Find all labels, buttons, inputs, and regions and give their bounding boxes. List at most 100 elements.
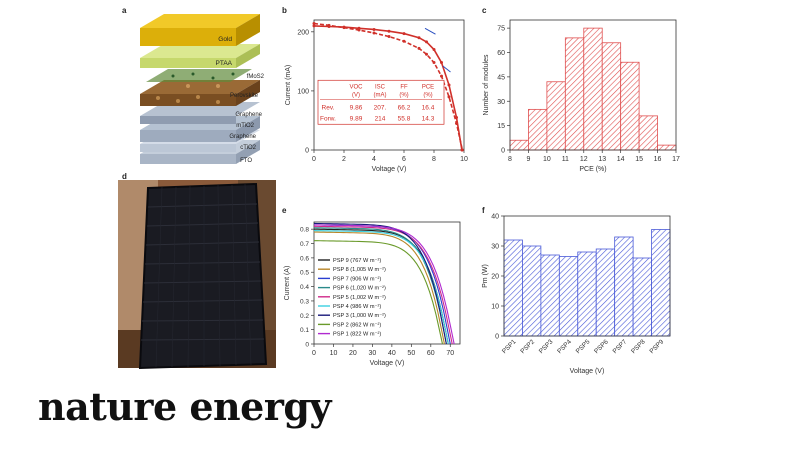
x-tick-label: 0	[312, 156, 316, 163]
power-bar	[651, 229, 671, 337]
x-tick-label: 6	[402, 156, 406, 163]
table-cell: 9.86	[350, 104, 363, 111]
layer-label-fto: FTO	[240, 158, 252, 164]
y-axis-label: Pm (W)	[482, 264, 489, 288]
data-point	[425, 40, 428, 44]
x-tick-label: PSP9	[648, 338, 665, 355]
table-cell: 214	[375, 115, 386, 122]
x-tick-label: 40	[388, 350, 396, 357]
panel-label: c	[482, 6, 487, 15]
data-point	[417, 36, 421, 40]
x-tick-label: 4	[372, 156, 376, 163]
x-tick-label: PSP6	[593, 338, 610, 355]
data-point	[432, 48, 436, 52]
y-tick-label: 0.7	[300, 241, 309, 248]
y-tick-label: 0	[501, 148, 505, 155]
series-line	[313, 227, 447, 345]
data-point	[342, 26, 346, 30]
plot-frame	[313, 221, 461, 345]
panel-a: a	[118, 6, 278, 172]
power-bar	[577, 251, 597, 337]
y-tick-label: 0.1	[300, 327, 309, 334]
power-bar	[522, 245, 542, 337]
data-point	[432, 61, 436, 65]
table-unit: (%)	[399, 92, 408, 98]
histogram-bar	[546, 81, 566, 151]
panel-label: b	[282, 6, 287, 15]
x-tick-label: PSP7	[612, 338, 629, 355]
histogram-bar	[620, 61, 640, 151]
legend-label: PSP 3 (1,000 W m⁻²)	[333, 313, 386, 319]
y-tick-label: 30	[497, 99, 505, 106]
x-tick-label: 0	[312, 350, 316, 357]
x-tick-label: PSP8	[630, 338, 647, 355]
y-tick-label: 0.4	[300, 284, 309, 291]
data-point	[387, 29, 391, 33]
layer-label-gold: Gold	[218, 36, 232, 43]
table-cell: 14.3	[422, 115, 435, 122]
series-line	[313, 225, 453, 345]
plot-frame	[313, 19, 465, 151]
y-tick-label: 10	[491, 304, 499, 311]
panel-label: a	[122, 6, 127, 15]
legend-label: PSP 4 (986 W m⁻²)	[333, 304, 381, 310]
plot-frame	[509, 19, 677, 151]
layer-label-ctio2: cTiO2	[240, 145, 256, 151]
data-point	[447, 95, 451, 99]
x-tick-label: 20	[349, 350, 357, 357]
x-tick-label: 8	[432, 156, 436, 163]
layer-label-ptaa: PTAA	[216, 60, 233, 67]
layer-label-graphene-bottom: Graphene	[229, 134, 256, 140]
panel-c: c 8 9 10 11 12 13 14 15 16 17 0 15 30 45 60 75 PCE (%) Nu…	[480, 6, 680, 178]
legend-label: PSP 7 (906 W m⁻²)	[333, 276, 381, 282]
power-bar	[595, 248, 616, 337]
data-point	[402, 39, 406, 43]
data-point	[440, 74, 443, 78]
scan-arrow-reverse	[424, 27, 436, 35]
layer-label-fmos2: fMoS2	[247, 74, 265, 80]
data-point	[455, 121, 458, 125]
data-point	[425, 52, 428, 56]
panel-label: d	[122, 172, 127, 181]
y-axis-label: Current (A)	[284, 266, 291, 301]
series-line-forw	[313, 22, 464, 151]
y-axis-label: Number of modules	[483, 54, 490, 116]
series-line	[313, 230, 449, 345]
data-point	[372, 31, 376, 35]
panel-label: e	[282, 206, 287, 215]
table-header: ISC	[375, 84, 386, 90]
histogram-bar	[657, 144, 677, 151]
data-point	[387, 35, 391, 39]
series-line	[313, 231, 445, 345]
y-tick-label: 0.5	[300, 270, 309, 277]
x-tick-label: 70	[446, 350, 454, 357]
data-point	[357, 28, 361, 32]
x-tick-label: 15	[635, 156, 643, 163]
table-cell: 9.89	[350, 115, 363, 122]
x-axis-label: Voltage (V)	[570, 368, 605, 375]
power-bar	[540, 254, 560, 337]
x-tick-label: PSP4	[556, 338, 573, 355]
y-tick-label: 60	[497, 50, 505, 57]
x-tick-label: 10	[543, 156, 551, 163]
panel-b: b 0 2 4 6 8 10 0 100 200 Voltage (V) Current (mA) V…	[280, 6, 470, 178]
x-tick-label: 2	[342, 156, 346, 163]
x-tick-label: 10	[330, 350, 338, 357]
table-cell: 207.	[374, 104, 387, 111]
table-header: VOC	[349, 84, 363, 90]
pce-histogram: 8 9 10 11 12 13 14 15 16 17 0 15 30 45 60 75 PCE (%) Numb…	[483, 19, 680, 173]
table-unit: (V)	[352, 92, 360, 98]
panel-label: f	[482, 206, 485, 215]
power-bar	[558, 256, 579, 337]
journal-logo: nature energy	[38, 384, 332, 429]
data-point	[460, 148, 464, 152]
power-bar	[614, 236, 634, 337]
y-tick-label: 0	[305, 148, 309, 155]
data-point	[447, 83, 451, 87]
y-tick-label: 0.3	[300, 298, 309, 305]
x-axis-label: PCE (%)	[579, 166, 606, 173]
x-tick-label: 10	[460, 156, 468, 163]
power-bar	[632, 257, 652, 337]
